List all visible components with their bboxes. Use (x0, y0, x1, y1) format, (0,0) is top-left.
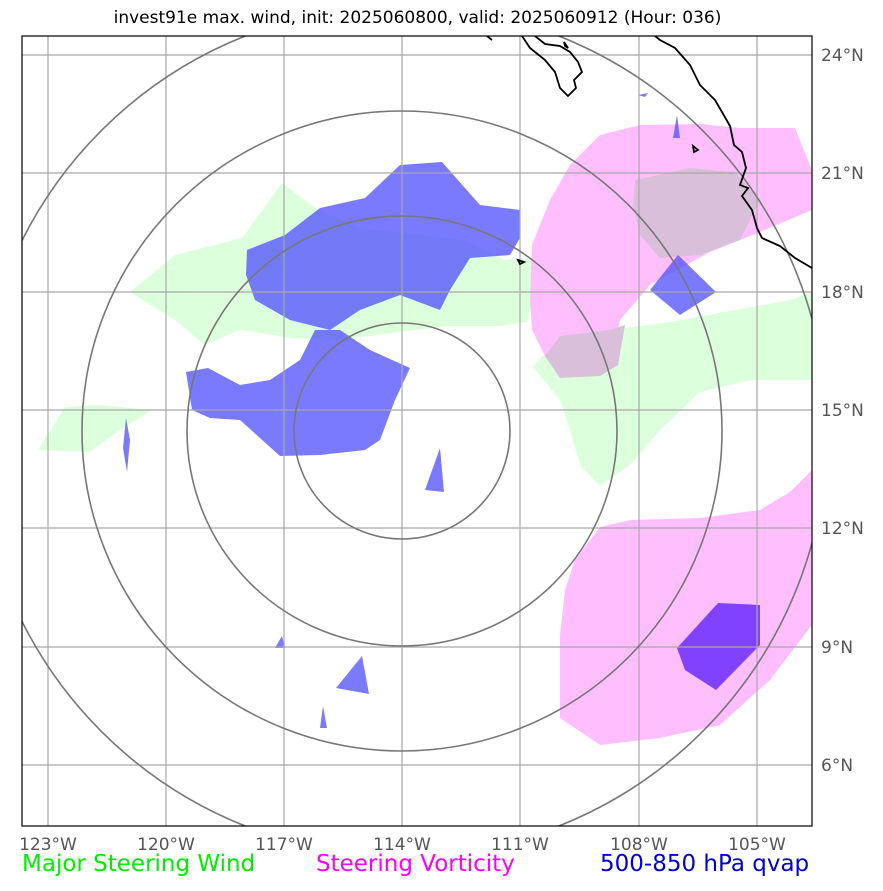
coastline-island-3 (516, 258, 527, 266)
lon-tick-label: 111°W (491, 835, 549, 855)
lon-tick-labels: 123°W 120°W 117°W 114°W 111°W 108°W 105°… (19, 835, 786, 855)
lon-tick-label: 105°W (728, 835, 786, 855)
lat-tick-label: 15°N (821, 401, 864, 421)
qvap-region-small-3 (336, 656, 369, 694)
lat-tick-label: 6°N (821, 756, 853, 776)
coastline-baja-tip (486, 36, 493, 41)
overlap-layer (545, 168, 760, 378)
coastline-island-2 (691, 143, 700, 154)
qvap-region-south (186, 330, 410, 456)
qvap-region-main (246, 162, 520, 330)
vorticity-region-southeast (560, 470, 812, 745)
lat-tick-label: 21°N (821, 164, 864, 184)
overlap-region-2 (545, 325, 625, 378)
legend-qvap: 500-850 hPa qvap (600, 851, 810, 877)
legend-steering-vorticity: Steering Vorticity (316, 851, 515, 877)
wind-region-west (38, 405, 152, 452)
lat-tick-label: 24°N (821, 46, 864, 66)
qvap-region-east (650, 255, 716, 315)
map-frame (21, 35, 813, 827)
lon-tick-label: 108°W (610, 835, 668, 855)
qvap-region-small-6 (673, 115, 680, 138)
qvap-region-small-7 (638, 93, 648, 97)
chart-title: invest91e max. wind, init: 2025060800, v… (113, 8, 722, 28)
qvap-region-small-5 (320, 706, 327, 728)
coastline-baja (521, 36, 584, 98)
range-ring-3 (81, 110, 723, 752)
lat-tick-label: 18°N (821, 283, 864, 303)
range-ring-1 (293, 322, 511, 540)
lon-tick-label: 120°W (137, 835, 195, 855)
lat-tick-label: 9°N (821, 638, 853, 658)
overlap-region-1 (633, 168, 760, 258)
legend-steering-wind: Major Steering Wind (22, 851, 256, 877)
range-rings (22, 36, 812, 826)
lon-tick-label: 123°W (19, 835, 77, 855)
lat-tick-labels: 24°N 21°N 18°N 15°N 12°N 9°N 6°N (821, 46, 864, 776)
qvap-region-small-4 (275, 636, 285, 648)
lon-tick-label: 114°W (373, 835, 431, 855)
range-ring-2 (186, 215, 618, 647)
qvap-region-small-1 (425, 448, 444, 492)
qvap-region-small-2 (123, 418, 130, 472)
qvap-layer (123, 93, 716, 728)
coastline-mainland (654, 36, 812, 269)
coastline (486, 36, 812, 269)
lon-tick-label: 117°W (255, 835, 313, 855)
coastline-island-1 (563, 41, 569, 49)
lat-tick-label: 12°N (821, 519, 864, 539)
